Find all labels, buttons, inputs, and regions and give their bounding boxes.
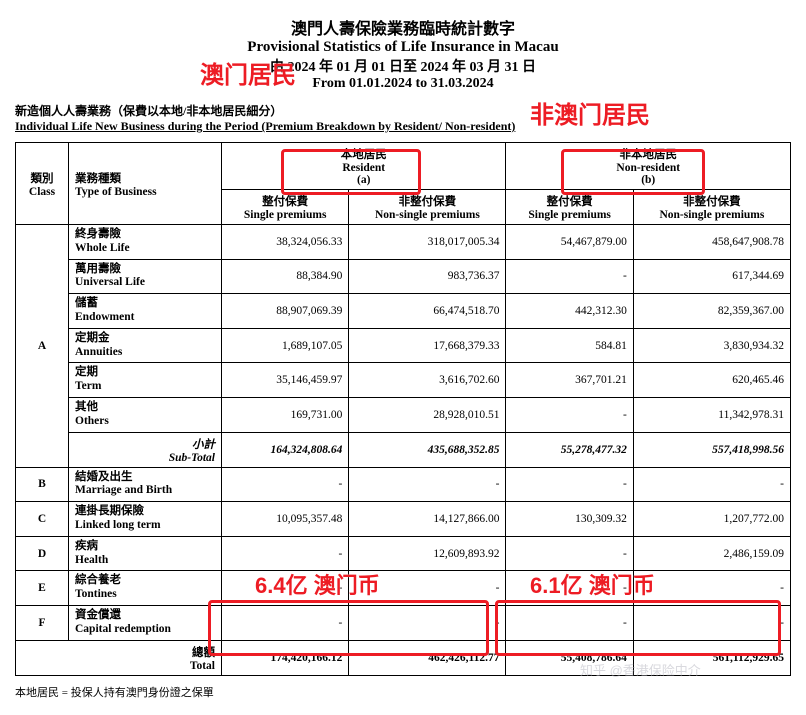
value-cell: 28,928,010.51 [349,397,506,432]
table-row: 定期Term35,146,459.973,616,702.60367,701.2… [16,363,791,398]
value-cell: - [506,467,633,502]
class-cell: F [16,605,69,640]
value-cell: 2,486,159.09 [633,536,790,571]
value-cell: 35,146,459.97 [222,363,349,398]
value-cell: 17,668,379.33 [349,328,506,363]
row-subtotal: 小計Sub-Total164,324,808.64435,688,352.855… [16,432,791,467]
value-cell: 10,095,357.48 [222,502,349,537]
tob-cell: 疾病Health [69,536,222,571]
table-row: F資金償還Capital redemption---- [16,605,791,640]
value-cell: 88,907,069.39 [222,294,349,329]
period-cn: 由 2024 年 01 月 01 日至 2024 年 03 月 31 日 [15,56,791,76]
period-en: From 01.01.2024 to 31.03.2024 [15,76,791,92]
title-en: Provisional Statistics of Life Insurance… [15,39,791,56]
value-cell: - [222,605,349,640]
value-cell: 458,647,908.78 [633,225,790,260]
tob-cell: 萬用壽險Universal Life [69,259,222,294]
value-cell: 169,731.00 [222,397,349,432]
value-cell: - [506,536,633,571]
value-cell: - [222,536,349,571]
table-row: A終身壽險Whole Life38,324,056.33318,017,005.… [16,225,791,260]
value-cell: 14,127,866.00 [349,502,506,537]
value-cell: - [633,571,790,606]
tob-cell: 定期金Annuities [69,328,222,363]
table-row: C連掛長期保險Linked long term10,095,357.4814,1… [16,502,791,537]
value-cell: - [506,605,633,640]
value-cell: 1,689,107.05 [222,328,349,363]
value-cell: - [349,605,506,640]
value-cell: 617,344.69 [633,259,790,294]
row-total: 總額Total 174,420,166.12 462,426,112.77 55… [16,640,791,675]
subheader-en: Individual Life New Business during the … [15,119,791,134]
tob-cell: 綜合養老Tontines [69,571,222,606]
value-cell: 983,736.37 [349,259,506,294]
hdr-nr-nonsingle: 非整付保費Non-single premiums [633,190,790,225]
table-row: 萬用壽險Universal Life88,384.90983,736.37-61… [16,259,791,294]
class-cell: B [16,467,69,502]
value-cell: - [633,467,790,502]
value-cell: 620,465.46 [633,363,790,398]
hdr-resident: 本地居民 Resident (a) [222,143,506,190]
value-cell: 367,701.21 [506,363,633,398]
class-cell: D [16,536,69,571]
hdr-class: 類別 Class [16,143,69,225]
class-cell: E [16,571,69,606]
title-cn: 澳門人壽保險業務臨時統計數字 [15,15,791,39]
value-cell: - [222,571,349,606]
tob-cell: 連掛長期保險Linked long term [69,502,222,537]
hdr-r-nonsingle: 非整付保費Non-single premiums [349,190,506,225]
value-cell: 442,312.30 [506,294,633,329]
tob-cell: 結婚及出生Marriage and Birth [69,467,222,502]
tob-cell: 終身壽險Whole Life [69,225,222,260]
value-cell: 12,609,893.92 [349,536,506,571]
value-cell: 54,467,879.00 [506,225,633,260]
value-cell: 318,017,005.34 [349,225,506,260]
value-cell: 1,207,772.00 [633,502,790,537]
class-cell: C [16,502,69,537]
table-row: E綜合養老Tontines---- [16,571,791,606]
value-cell: - [222,467,349,502]
value-cell: 584.81 [506,328,633,363]
value-cell: - [506,397,633,432]
class-cell-a: A [16,225,69,468]
hdr-nonresident: 非本地居民 Non-resident (b) [506,143,791,190]
value-cell: 66,474,518.70 [349,294,506,329]
value-cell: - [349,467,506,502]
tob-cell: 儲蓄Endowment [69,294,222,329]
table-row: 定期金Annuities1,689,107.0517,668,379.33584… [16,328,791,363]
hdr-r-single: 整付保費Single premiums [222,190,349,225]
table-row: D疾病Health-12,609,893.92-2,486,159.09 [16,536,791,571]
value-cell: 3,830,934.32 [633,328,790,363]
value-cell: 88,384.90 [222,259,349,294]
value-cell: 130,309.32 [506,502,633,537]
value-cell: - [349,571,506,606]
hdr-nr-single: 整付保費Single premiums [506,190,633,225]
value-cell: 3,616,702.60 [349,363,506,398]
tob-cell: 資金償還Capital redemption [69,605,222,640]
value-cell: - [506,571,633,606]
tob-cell: 其他Others [69,397,222,432]
value-cell: 38,324,056.33 [222,225,349,260]
value-cell: 11,342,978.31 [633,397,790,432]
hdr-tob: 業務種類 Type of Business [69,143,222,225]
tob-cell: 定期Term [69,363,222,398]
value-cell: - [506,259,633,294]
footnote: 本地居民 = 投保人持有澳門身份證之保單 [15,684,791,700]
table-row: B結婚及出生Marriage and Birth---- [16,467,791,502]
value-cell: - [633,605,790,640]
value-cell: 82,359,367.00 [633,294,790,329]
main-table: 類別 Class 業務種類 Type of Business 本地居民 Resi… [15,142,791,676]
table-row: 儲蓄Endowment88,907,069.3966,474,518.70442… [16,294,791,329]
table-row: 其他Others169,731.0028,928,010.51-11,342,9… [16,397,791,432]
subheader-cn: 新造個人人壽業務（保費以本地/非本地居民細分） [15,102,791,119]
